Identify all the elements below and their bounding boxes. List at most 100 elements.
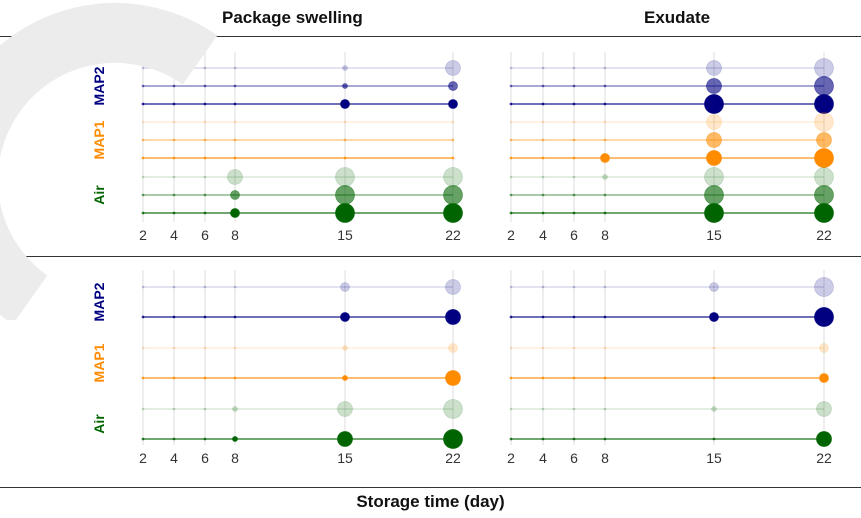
x-tick-label-15: 15: [337, 227, 353, 243]
bubble-day-4: [541, 437, 545, 441]
bubble-day-4: [172, 138, 176, 142]
bubble-day-6: [203, 120, 207, 124]
bubble-day-22: [445, 370, 461, 386]
bubble-day-2: [509, 407, 513, 411]
bubble-day-2: [509, 156, 513, 160]
bubble-day-2: [141, 193, 145, 197]
bubble-day-8: [230, 190, 240, 200]
bubble-day-8: [603, 346, 607, 350]
x-tick-label-22: 22: [816, 227, 832, 243]
x-tick-label-4: 4: [539, 227, 547, 243]
bubble-day-4: [541, 120, 545, 124]
bubble-day-2: [141, 175, 145, 179]
bubble-day-15: [342, 375, 348, 381]
bubble-day-15: [337, 431, 353, 447]
series-map2-level-1: [509, 58, 834, 78]
bubble-day-15: [709, 312, 719, 322]
x-tick-label-22: 22: [445, 450, 461, 466]
bubble-day-15: [342, 65, 348, 71]
bubble-day-2: [509, 285, 513, 289]
panel-pork-exudate: 2 4 6 8 15 22: [507, 270, 834, 466]
bubble-day-6: [203, 346, 207, 350]
x-tick-label-8: 8: [601, 227, 609, 243]
series-map1-level-3: [509, 148, 834, 168]
series-map2-level-3: [509, 94, 834, 114]
bubble-day-15: [337, 401, 353, 417]
bubble-day-22: [819, 343, 829, 353]
x-tick-label-22: 22: [445, 227, 461, 243]
bubble-day-15: [706, 114, 722, 130]
series-map1-level-1: [141, 120, 455, 124]
bubble-day-2: [141, 138, 145, 142]
bubble-day-22: [814, 203, 834, 223]
bubble-day-6: [203, 138, 207, 142]
bubble-day-2: [141, 66, 145, 70]
panel-turkey-swelling: 2 4 6 8 15 22: [139, 52, 463, 243]
bubble-day-2: [141, 437, 145, 441]
bubble-day-6: [572, 407, 576, 411]
bubble-day-22: [448, 81, 458, 91]
bubble-day-6: [203, 285, 207, 289]
bubble-day-15: [704, 167, 724, 187]
bubble-day-2: [141, 211, 145, 215]
series-map2-level-1: [141, 60, 461, 76]
bubble-day-4: [541, 376, 545, 380]
series-air-level-2: [509, 185, 834, 205]
bubble-day-6: [203, 102, 207, 106]
series-map2-level-3: [141, 309, 461, 325]
series-map1-level-1: [141, 343, 458, 353]
bubble-day-6: [572, 84, 576, 88]
bubble-day-6: [203, 66, 207, 70]
bubble-day-8: [603, 120, 607, 124]
panel-pork-swelling: 2 4 6 8 15 22: [139, 270, 463, 466]
bubble-day-22: [451, 156, 455, 160]
bubble-day-6: [572, 102, 576, 106]
bubble-day-22: [445, 60, 461, 76]
bubble-day-15: [711, 406, 717, 412]
bubble-day-4: [541, 84, 545, 88]
bubble-day-4: [172, 193, 176, 197]
bubble-day-6: [572, 66, 576, 70]
bubble-day-6: [203, 437, 207, 441]
bubble-day-8: [603, 66, 607, 70]
bubble-day-6: [203, 407, 207, 411]
bubble-day-6: [572, 315, 576, 319]
bubble-day-15: [712, 437, 716, 441]
bubble-day-6: [203, 315, 207, 319]
bubble-day-4: [172, 346, 176, 350]
column-title-exudate: Exudate: [644, 8, 711, 27]
bubble-day-15: [335, 167, 355, 187]
bubble-day-6: [572, 285, 576, 289]
bubble-day-6: [572, 120, 576, 124]
bubble-day-2: [141, 156, 145, 160]
group-label-turkey-map2: MAP2: [91, 66, 107, 105]
bubble-day-22: [443, 399, 463, 419]
bubble-day-15: [335, 185, 355, 205]
bubble-day-8: [233, 138, 237, 142]
bubble-day-8: [233, 376, 237, 380]
column-title-package-swelling: Package swelling: [222, 8, 363, 27]
bubble-day-2: [509, 84, 513, 88]
bubble-day-15: [343, 138, 347, 142]
x-tick-label-8: 8: [231, 227, 239, 243]
top-rule: [0, 36, 861, 37]
bubble-day-15: [343, 156, 347, 160]
bubble-day-2: [509, 175, 513, 179]
bubble-day-6: [572, 138, 576, 142]
bubble-day-4: [172, 66, 176, 70]
series-air-level-1: [141, 167, 463, 187]
bubble-day-4: [172, 437, 176, 441]
x-tick-label-2: 2: [507, 450, 515, 466]
bubble-day-8: [233, 346, 237, 350]
bubble-day-2: [509, 315, 513, 319]
bubble-day-4: [541, 346, 545, 350]
x-tick-label-4: 4: [170, 450, 178, 466]
bubble-day-8: [600, 153, 610, 163]
bubble-day-4: [172, 156, 176, 160]
bubble-day-8: [603, 138, 607, 142]
x-tick-label-4: 4: [539, 450, 547, 466]
bubble-day-2: [509, 437, 513, 441]
bubble-day-6: [203, 211, 207, 215]
series-map1-level-3: [141, 370, 461, 386]
